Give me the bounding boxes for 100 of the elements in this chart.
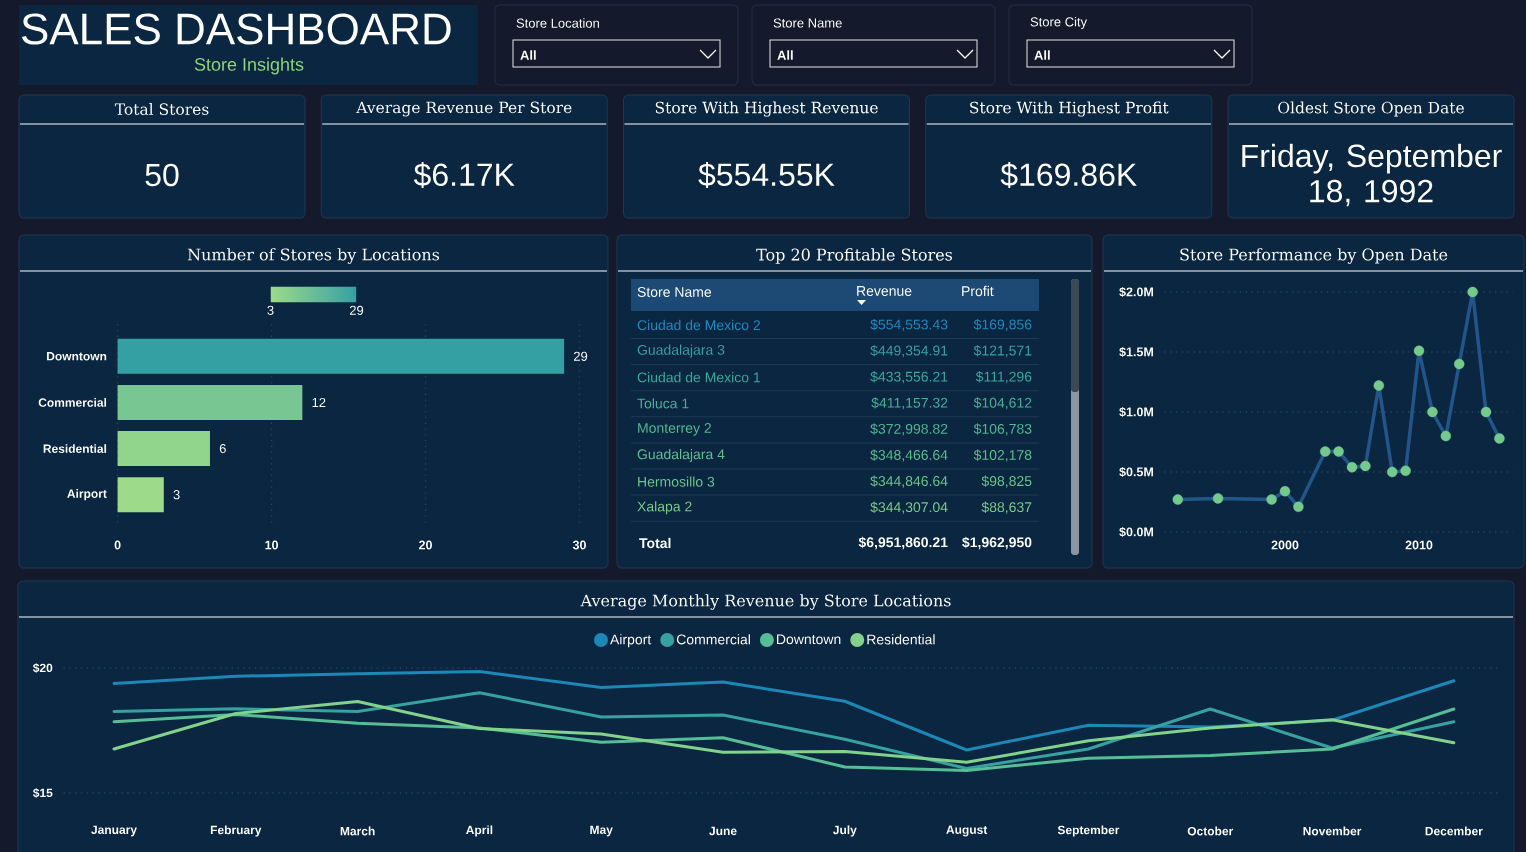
y-tick-label: Downtown [47,352,107,361]
point [1360,460,1371,472]
data-label: $88,637 [981,501,1032,514]
text: All [777,50,793,60]
category-label: Ciudad de Mexico 2 [637,319,761,331]
category-label: Toluca 1 [637,398,689,409]
y-tick-label: Commercial [38,398,107,407]
text: All [520,50,536,60]
category-label: Xalapa 2 [637,501,692,515]
x-tick-label: August [946,825,988,837]
x-tick-label: June [709,826,737,836]
point [1387,466,1398,478]
x-tick-label: 20 [419,540,432,550]
legend-label: Downtown [777,634,841,645]
data-label: $372,998.82 [870,423,948,436]
text: Store With Highest Revenue [655,101,878,117]
text: Store Insights [194,57,304,75]
text: Friday, September 18, 1992 [1242,143,1502,207]
data-label: $98,825 [981,475,1032,488]
legend-label: Commercial [676,634,750,645]
text: Total Stores [114,102,209,115]
data-label: $121,571 [973,345,1032,358]
point [1293,501,1304,512]
text: Top 20 Profitable Stores [756,248,953,264]
text: SALES DASHBOARD [21,13,451,45]
text: $169.86K [1000,162,1137,188]
data-label: $111,296 [975,371,1032,384]
data-label: $106,783 [973,423,1032,436]
series-label: Revenue [857,286,912,296]
color-bar-label: 29 [349,305,364,315]
point [1266,494,1277,505]
chart-title: Number of Stores by Locations [187,248,440,264]
y-tick-label: $20 [32,663,53,673]
x-tick-label: 10 [265,540,279,550]
chart-title: Average Monthly Revenue by Store Locations [580,594,951,610]
point [1427,406,1438,418]
data-label: 29 [573,351,588,361]
chart-title: Store Performance by Open Date [1180,248,1448,264]
y-tick-label: $0.0M [1119,526,1153,538]
data-label: $344,846.64 [870,475,948,488]
x-tick-label: February [210,825,262,837]
data-label: $411,157.32 [871,397,948,410]
point [1480,406,1492,418]
x-tick-label: July [833,825,857,837]
text: Total [639,537,671,549]
line-series [112,707,1456,772]
point [1172,494,1184,505]
text: Store Name [637,287,712,297]
x-tick-label: May [590,825,613,837]
data-label: $344,307.04 [870,501,948,514]
y-tick-label: Residential [43,444,107,453]
text: Store Name [773,18,842,28]
point [1333,446,1344,457]
point [1494,433,1505,444]
data-label: $102,178 [973,449,1032,462]
x-tick-label: 0 [114,540,121,550]
point [1440,430,1452,442]
x-tick-label: March [340,826,375,836]
text: Oldest Store Open Date [1278,101,1464,117]
y-tick-label: $2.0M [1119,286,1153,298]
legend-label: Residential [867,634,935,645]
text: $6.17K [413,162,515,188]
category-label: Guadalajara 4 [637,448,725,463]
line-series [112,700,1456,764]
x-tick-label: April [466,825,493,837]
text: 50 [145,163,179,187]
point [1413,345,1425,356]
x-tick-label: December [1425,826,1483,836]
point [1320,446,1331,457]
category-label: Ciudad de Mexico 1 [637,372,761,383]
data-label: $554,553.43 [870,318,948,332]
category-label: Guadalajara 3 [637,344,725,358]
x-tick-label: 2010 [1405,540,1433,550]
y-tick-label: $1.5M [1119,346,1153,358]
y-tick-label: $15 [32,788,53,798]
text: Store With Highest Profit [970,101,1169,117]
x-tick-label: January [91,825,137,837]
text: Average Revenue Per Store [356,101,572,117]
data-label: 3 [173,490,180,500]
data-label: $104,612 [973,397,1032,410]
data-label: 12 [312,397,326,407]
point [1212,493,1224,504]
x-tick-label: November [1303,826,1362,836]
color-bar-label: 3 [267,305,274,315]
point [1373,380,1385,391]
x-tick-label: September [1057,825,1120,837]
category-label: Hermosillo 3 [638,476,715,487]
text: Store Location [516,18,599,28]
legend-label: Airport [610,634,652,648]
y-tick-label: $1.0M [1119,406,1153,418]
data-label: $348,466.64 [870,449,948,462]
point [1467,286,1478,298]
data-label: $449,354.91 [870,345,948,358]
y-tick-label: $0.5M [1119,466,1153,478]
x-tick-label: October [1187,826,1234,836]
text: $554.55K [698,162,835,188]
data-label: 6 [219,443,226,454]
category-label: Monterrey 2 [638,423,711,436]
data-label: $169,856 [973,318,1032,332]
text: $1,962,950 [962,536,1032,550]
